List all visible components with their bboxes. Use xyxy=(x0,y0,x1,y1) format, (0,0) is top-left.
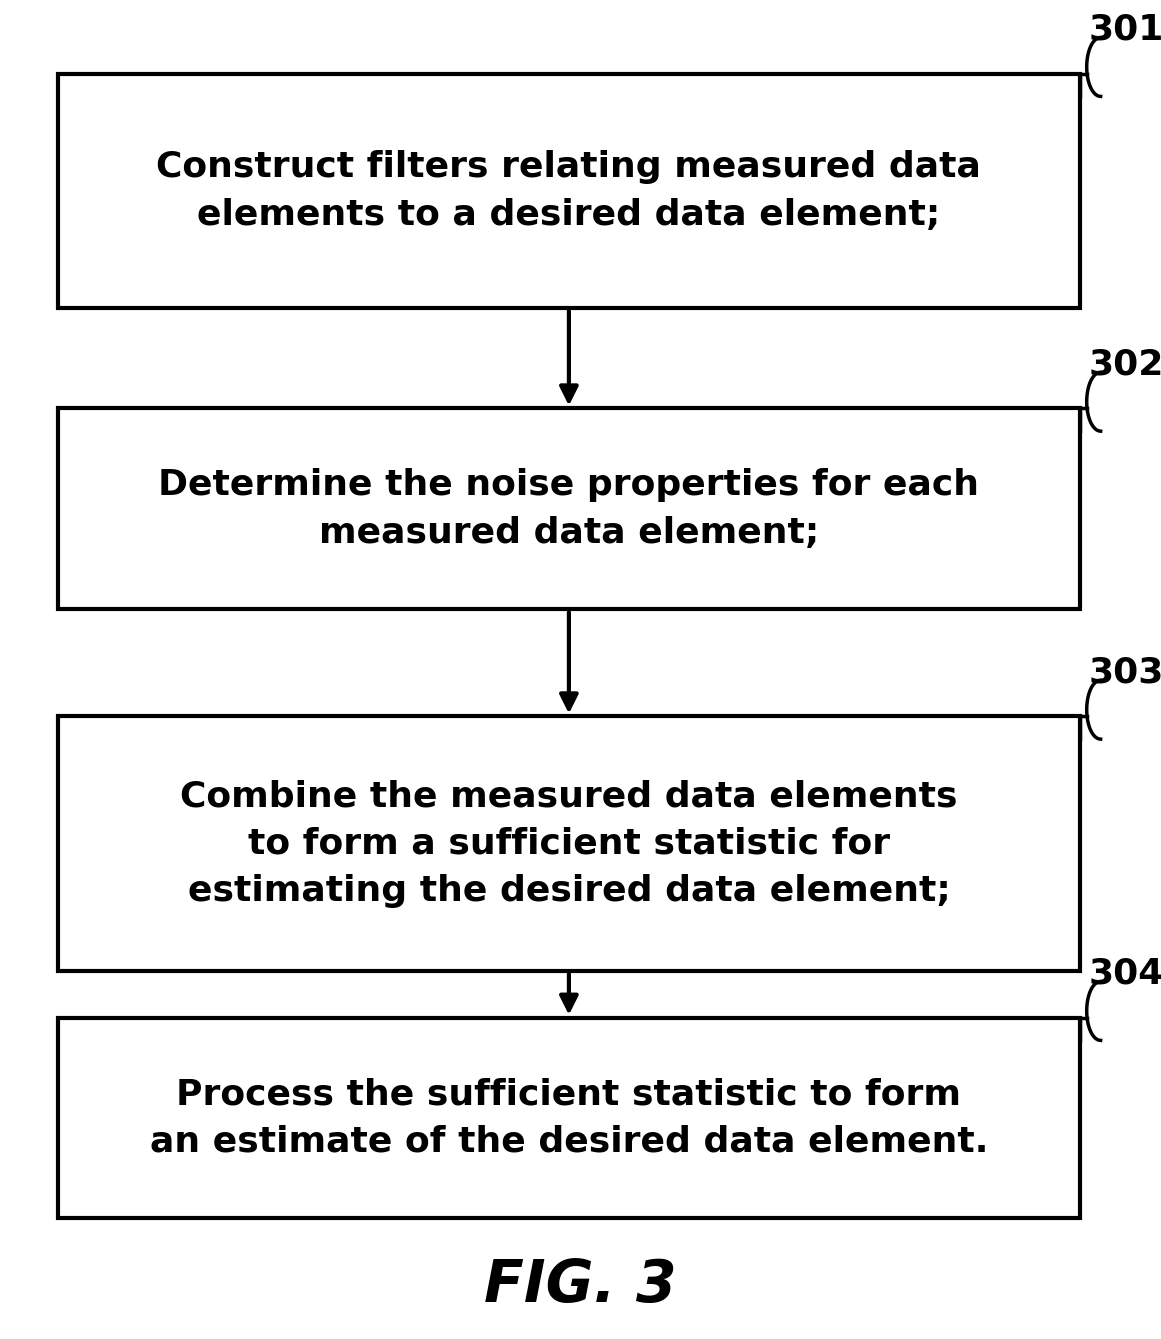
Text: FIG. 3: FIG. 3 xyxy=(484,1257,677,1314)
Text: Combine the measured data elements
to form a sufficient statistic for
estimating: Combine the measured data elements to fo… xyxy=(180,779,958,908)
Text: 303: 303 xyxy=(1089,656,1161,690)
Text: 304: 304 xyxy=(1089,957,1161,991)
Text: 301: 301 xyxy=(1089,13,1161,47)
Bar xyxy=(58,408,1080,609)
Bar xyxy=(58,716,1080,971)
Text: Process the sufficient statistic to form
an estimate of the desired data element: Process the sufficient statistic to form… xyxy=(150,1078,988,1158)
Text: 302: 302 xyxy=(1089,348,1161,382)
Text: Determine the noise properties for each
measured data element;: Determine the noise properties for each … xyxy=(158,469,980,549)
Bar xyxy=(58,1018,1080,1218)
Bar xyxy=(58,74,1080,308)
Text: Construct filters relating measured data
elements to a desired data element;: Construct filters relating measured data… xyxy=(157,150,981,232)
